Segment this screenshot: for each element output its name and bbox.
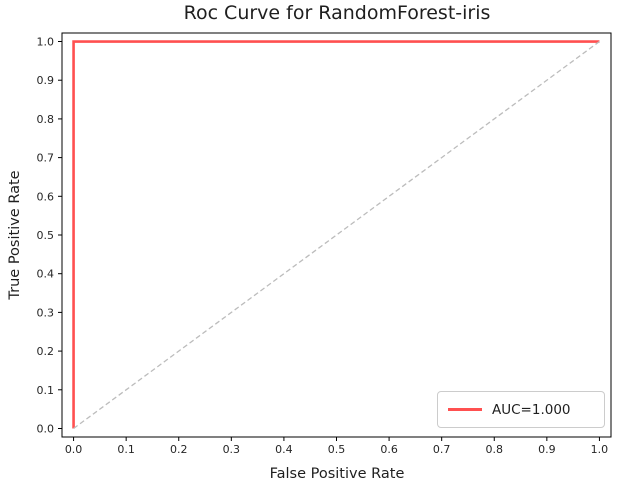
- axes-box: [61, 32, 612, 438]
- x-tick-label: 0.6: [380, 443, 398, 456]
- x-tick-label: 0.2: [170, 443, 188, 456]
- y-tick-label: 0.0: [37, 422, 55, 435]
- x-tick-label: 0.3: [223, 443, 241, 456]
- y-tick-label: 0.4: [37, 268, 55, 281]
- y-tick-label: 0.2: [37, 345, 55, 358]
- y-tick-label: 0.1: [37, 384, 55, 397]
- y-tick-label: 0.6: [37, 190, 55, 203]
- y-tick-label: 0.9: [37, 74, 55, 87]
- chart-title: Roc Curve for RandomForest-iris: [183, 2, 491, 24]
- x-tick-label: 0.9: [538, 443, 556, 456]
- legend: AUC=1.000: [437, 391, 605, 428]
- x-tick-label: 0.4: [275, 443, 293, 456]
- y-tick-label: 0.5: [37, 229, 55, 242]
- y-tick-label: 0.8: [37, 113, 55, 126]
- y-axis-label: True Positive Rate: [7, 170, 23, 300]
- x-tick-label: 0.5: [328, 443, 346, 456]
- y-tick-label: 1.0: [37, 36, 55, 49]
- x-axis-label: False Positive Rate: [269, 466, 405, 482]
- x-tick-label: 0.7: [433, 443, 451, 456]
- y-tick-label: 0.7: [37, 152, 55, 165]
- roc-curve: [72, 40, 600, 429]
- x-tick-label: 1.0: [591, 443, 609, 456]
- legend-label: AUC=1.000: [492, 401, 571, 418]
- legend-line-sample: [448, 408, 482, 411]
- chance-diagonal: [73, 40, 600, 430]
- x-tick-label: 0.1: [117, 443, 135, 456]
- x-tick-label: 0.8: [486, 443, 504, 456]
- y-tick-label: 0.3: [37, 306, 55, 319]
- x-tick-label: 0.0: [65, 443, 83, 456]
